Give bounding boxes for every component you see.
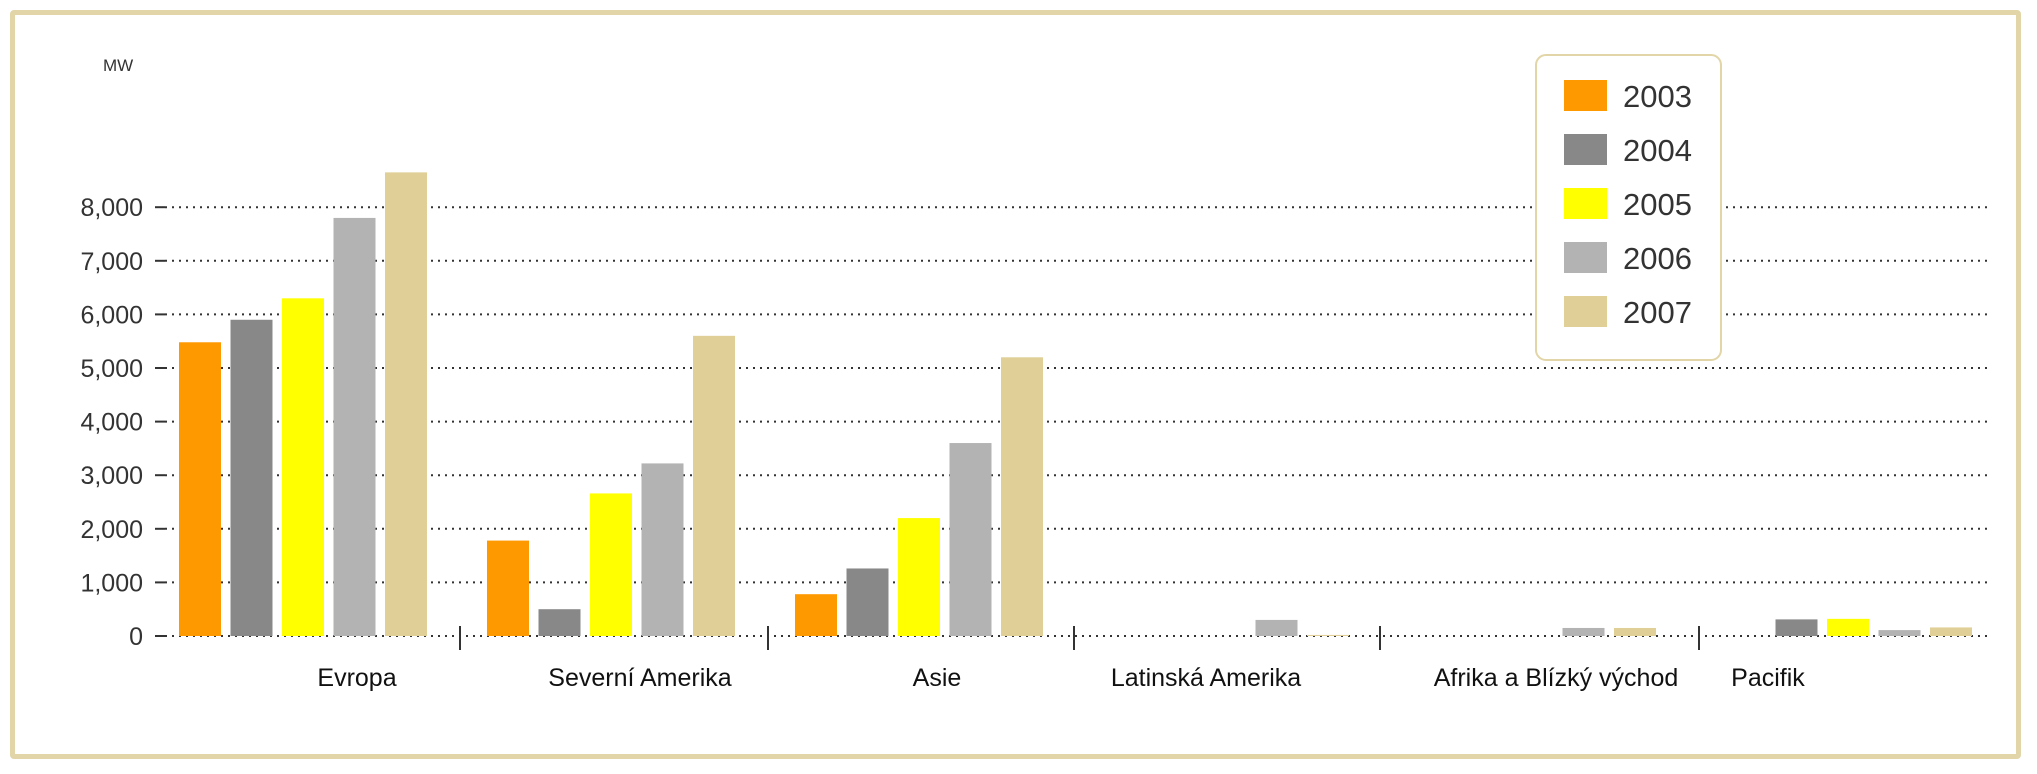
legend-box bbox=[1535, 54, 1722, 361]
y-axis: MW 0 1,000 2,000 3,000 4,000 5,000 6,000 7,000 8… bbox=[80, 56, 165, 651]
bar-2007 bbox=[1001, 357, 1043, 636]
bar-2005 bbox=[282, 298, 324, 636]
legend-label: 2007 bbox=[1623, 295, 1692, 330]
legend-swatch bbox=[1564, 188, 1607, 219]
bar-2004 bbox=[230, 319, 273, 636]
bar-2006 bbox=[1562, 627, 1605, 636]
y-tick-label: 1,000 bbox=[80, 569, 143, 597]
bar-2004 bbox=[538, 609, 581, 636]
bar-2004 bbox=[846, 568, 889, 636]
bar-2005 bbox=[590, 493, 632, 636]
bar-2006 bbox=[1878, 630, 1921, 636]
bar-2005 bbox=[898, 518, 940, 636]
legend: 2003 2004 2005 2006 2007 bbox=[1535, 54, 1722, 361]
y-tick-label: 5,000 bbox=[80, 355, 143, 383]
bar-2007 bbox=[1930, 627, 1972, 636]
legend-swatch bbox=[1564, 80, 1607, 111]
y-tick-label: 2,000 bbox=[80, 516, 143, 544]
category-label: Evropa bbox=[317, 664, 396, 692]
bar-2006 bbox=[641, 463, 684, 636]
y-tick-label: 6,000 bbox=[80, 301, 143, 329]
y-axis-unit-label: MW bbox=[103, 56, 133, 75]
legend-label: 2003 bbox=[1623, 79, 1692, 114]
bar-2004 bbox=[1775, 619, 1818, 636]
legend-swatch bbox=[1564, 296, 1607, 327]
bar-2007 bbox=[385, 172, 427, 637]
bar-2007 bbox=[1307, 634, 1349, 636]
bar-2006 bbox=[333, 217, 376, 637]
y-tick-label: 3,000 bbox=[80, 462, 143, 490]
category-label: Afrika a Blízký východ bbox=[1434, 664, 1679, 692]
legend-label: 2005 bbox=[1623, 187, 1692, 222]
bar-2006 bbox=[949, 443, 992, 636]
y-tick-label: 7,000 bbox=[80, 248, 143, 276]
legend-label: 2006 bbox=[1623, 241, 1692, 276]
bar-2007 bbox=[1614, 627, 1656, 636]
bar-2006 bbox=[1255, 619, 1298, 636]
bar-2003 bbox=[795, 594, 837, 636]
y-tick-label: 0 bbox=[129, 623, 143, 651]
category-label: Latinská Amerika bbox=[1111, 664, 1301, 692]
bar-2003 bbox=[487, 540, 529, 636]
bar-2005 bbox=[1827, 618, 1869, 636]
y-tick-label: 4,000 bbox=[80, 409, 143, 437]
legend-swatch bbox=[1564, 134, 1607, 165]
category-label: Pacifik bbox=[1731, 664, 1805, 692]
y-tick-label: 8,000 bbox=[80, 194, 143, 222]
category-label: Asie bbox=[913, 664, 962, 692]
legend-label: 2004 bbox=[1623, 133, 1692, 168]
bar-2007 bbox=[693, 335, 735, 636]
category-label: Severní Amerika bbox=[548, 664, 732, 692]
bar-2003 bbox=[179, 342, 221, 636]
legend-swatch bbox=[1564, 242, 1607, 273]
bars bbox=[179, 172, 1972, 637]
x-axis: Evropa Severní Amerika Asie Latinská Amerik… bbox=[317, 626, 1805, 692]
